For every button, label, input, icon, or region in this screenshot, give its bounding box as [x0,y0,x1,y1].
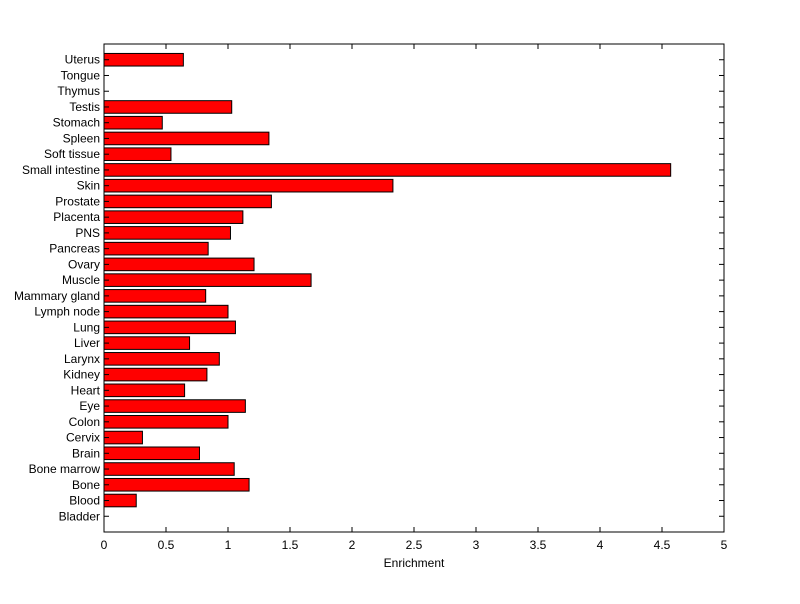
bar [103,273,312,287]
bar [103,100,233,114]
y-tick-label: Prostate [55,194,100,208]
y-tick-label: Lymph node [34,305,100,319]
bar [103,462,235,476]
bar [103,257,255,272]
x-tick-label: 1.5 [282,538,299,552]
y-tick-label: Stomach [53,116,100,130]
x-axis-label: Enrichment [384,556,445,570]
y-tick-label: Brain [72,446,100,460]
x-tick-label: 2.5 [406,538,423,552]
y-tick-label: Bone marrow [29,462,101,476]
bar [103,352,220,366]
bar [103,320,236,335]
y-tick-label: Eye [79,399,100,413]
y-tick-label: Skin [77,179,100,193]
bar [103,399,246,413]
x-tick-label: 0.5 [158,538,175,552]
bar [103,163,672,177]
y-tick-label: Bladder [59,509,100,523]
bar [103,336,191,350]
y-tick-label: Spleen [63,131,100,145]
bar [103,52,184,67]
x-tick-label: 5 [721,538,728,552]
bar [103,241,209,256]
x-tick-label: 4.5 [654,538,671,552]
bars-layer [103,52,672,508]
y-tick-label: Ovary [68,257,100,271]
y-tick-label: PNS [75,226,100,240]
bar [103,383,186,398]
bar [103,194,272,209]
y-tick-label: Uterus [65,53,100,67]
bar [103,415,229,429]
y-tick-label: Pancreas [49,242,100,256]
bar [103,210,244,224]
axes-frame [103,43,725,533]
bar [103,178,394,193]
x-tick-label: 0 [101,538,108,552]
y-tick-label: Thymus [57,84,100,98]
x-tick-label: 3.5 [530,538,547,552]
y-tick-label: Heart [71,383,101,397]
y-tick-label: Small intestine [22,163,100,177]
x-tick-label: 2 [349,538,356,552]
bar [103,430,143,445]
y-tick-label: Liver [74,336,100,350]
x-tick-label: 3 [473,538,480,552]
bar [103,131,270,146]
y-tick-label: Colon [69,415,100,429]
y-tick-label: Testis [69,100,100,114]
bar [103,367,208,382]
y-tick-label: Blood [69,494,100,508]
bar [103,446,200,461]
bar [103,304,229,319]
bar [103,289,207,303]
bar [103,115,163,130]
y-tick-label: Placenta [53,210,100,224]
bar [103,147,172,161]
y-tick-label: Tongue [61,68,101,82]
y-tick-label: Cervix [66,431,100,445]
y-tick-label: Muscle [62,273,100,287]
x-tick-label: 4 [597,538,604,552]
y-tick-label: Bone [72,478,100,492]
y-tick-label: Larynx [64,352,100,366]
bar [103,477,250,492]
y-tick-label: Soft tissue [44,147,100,161]
y-tick-label: Lung [73,320,100,334]
x-tick-label: 1 [225,538,232,552]
y-tick-label: Mammary gland [14,289,100,303]
bar [103,226,231,240]
y-tick-label: Kidney [63,368,100,382]
